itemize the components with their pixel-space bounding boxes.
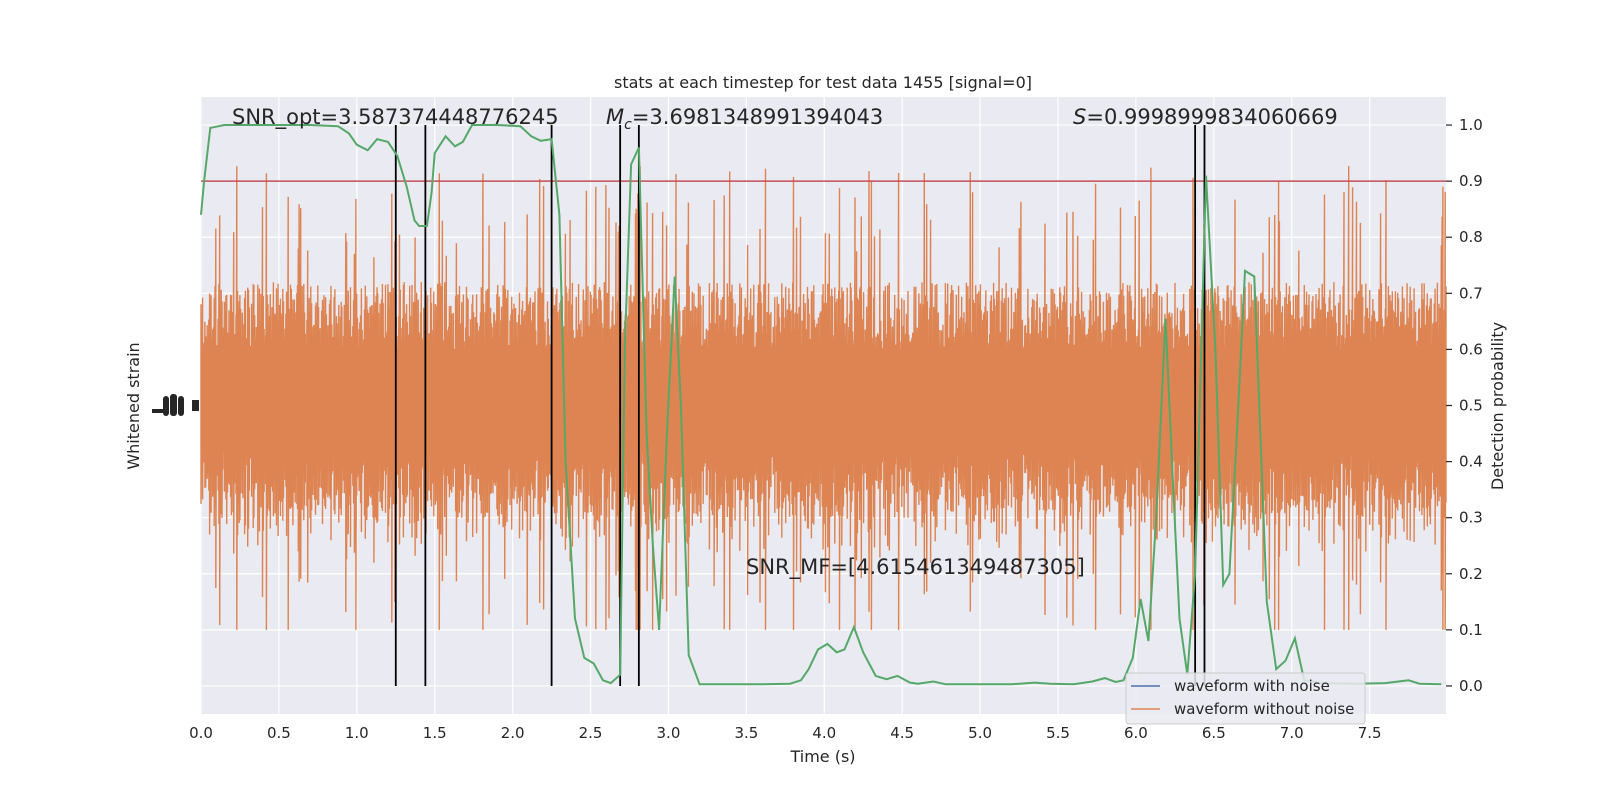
snr-mf-annotation: SNR_MF=[4.615461349487305] <box>746 555 1085 580</box>
y-tick-label: 0.6 <box>1459 340 1483 358</box>
chirp-mass-value: =3.6981348991394043 <box>632 105 883 129</box>
x-tick-label: 6.0 <box>1124 724 1148 742</box>
y-tick-label: 0.9 <box>1459 172 1483 190</box>
x-tick-label: 7.5 <box>1358 724 1382 742</box>
y-tick-label: 0.1 <box>1459 621 1483 639</box>
x-tick-label: 6.5 <box>1202 724 1226 742</box>
y-tick-label: 1.0 <box>1459 116 1483 134</box>
legend-box <box>1125 672 1366 725</box>
y-tick-label: 0.2 <box>1459 565 1483 583</box>
x-tick-label: 1.0 <box>345 724 369 742</box>
strain-series <box>200 165 1447 630</box>
snr-opt-annotation: SNR_opt=3.587374448776245 <box>232 105 559 130</box>
probability-series <box>200 124 1442 686</box>
left-axis-glyph <box>192 400 199 411</box>
chirp-mass-subscript: c <box>624 117 632 133</box>
strain-trace <box>200 165 1447 630</box>
x-tick-label: 0.5 <box>267 724 291 742</box>
y-axis-right-ticks: 0.0 0.1 0.2 0.3 0.4 0.5 0.6 0.7 0.8 0.9 1.0 <box>1446 116 1483 695</box>
x-tick-label: 1.5 <box>423 724 447 742</box>
x-tick-label: 2.5 <box>579 724 603 742</box>
y-tick-label: 0.8 <box>1459 228 1483 246</box>
x-tick-label: 5.0 <box>968 724 992 742</box>
y-tick-label: 0.0 <box>1459 677 1483 695</box>
legend-label-with-noise: waveform with noise <box>1174 677 1330 695</box>
x-tick-label: 5.5 <box>1046 724 1070 742</box>
x-tick-label: 3.5 <box>734 724 758 742</box>
x-tick-label: 0.0 <box>189 724 213 742</box>
x-axis-ticks: 0.0 0.5 1.0 1.5 2.0 2.5 3.0 3.5 4.0 4.5 5.0 5.5 6.0 6… <box>189 724 1382 742</box>
y-tick-label: 0.7 <box>1459 284 1483 302</box>
left-axis-glyph <box>152 409 166 413</box>
left-axis-glyph <box>170 394 177 416</box>
y-axis-right-label: Detection probability <box>1488 322 1507 490</box>
legend: waveform with noise waveform without noi… <box>1125 672 1366 725</box>
x-tick-label: 3.0 <box>657 724 681 742</box>
s-value: =0.9998999834060669 <box>1086 105 1337 129</box>
probability-line <box>200 124 1442 686</box>
chart-title: stats at each timestep for test data 145… <box>614 73 1032 92</box>
chirp-mass-annotation: Mc=3.6981348991394043 <box>606 105 883 133</box>
y-tick-label: 0.5 <box>1459 397 1483 415</box>
left-axis-glyph <box>178 396 184 416</box>
x-tick-label: 7.0 <box>1280 724 1304 742</box>
x-axis-label: Time (s) <box>789 747 855 766</box>
left-axis-clutter <box>152 394 199 416</box>
left-axis-glyph <box>163 396 169 416</box>
x-tick-label: 2.0 <box>501 724 525 742</box>
legend-label-without-noise: waveform without noise <box>1174 700 1354 718</box>
y-axis-left-label: Whitened strain <box>124 342 143 469</box>
x-tick-label: 4.5 <box>890 724 914 742</box>
chirp-mass-symbol: M <box>606 105 624 129</box>
y-tick-label: 0.3 <box>1459 509 1483 527</box>
y-tick-label: 0.4 <box>1459 453 1483 471</box>
s-symbol: S <box>1073 105 1086 129</box>
s-annotation: S=0.9998999834060669 <box>1073 105 1338 129</box>
x-tick-label: 4.0 <box>812 724 836 742</box>
